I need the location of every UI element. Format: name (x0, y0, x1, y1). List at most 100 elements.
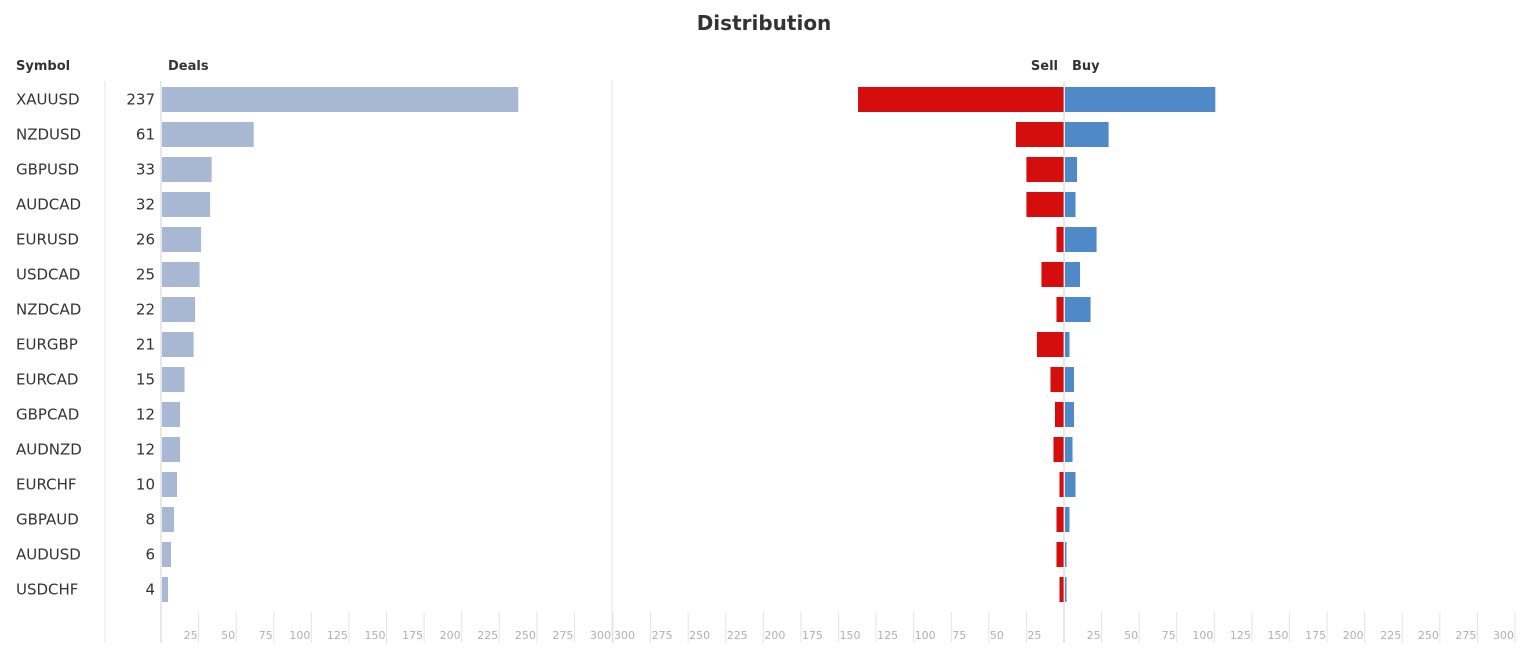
buy-bar (1065, 542, 1067, 567)
symbol-label: EURGBP (16, 336, 78, 354)
sell-tick-label: 25 (1027, 629, 1041, 642)
symbol-label: EURCHF (16, 476, 77, 494)
symbol-label: EURCAD (16, 371, 78, 389)
deals-bar (162, 192, 211, 217)
symbol-label: XAUUSD (16, 91, 80, 109)
symbol-label: AUDCAD (16, 196, 81, 214)
deals-bar (162, 122, 254, 147)
sell-bar (1054, 402, 1064, 427)
buy-bar (1065, 262, 1081, 287)
deals-bar (162, 157, 212, 182)
deals-count-label: 32 (136, 196, 155, 214)
sell-bar (1053, 437, 1064, 462)
sell-tick-label: 50 (990, 629, 1004, 642)
buy-tick-label: 100 (1192, 629, 1213, 642)
sell-bar (1026, 192, 1064, 217)
sell-bar (1056, 507, 1064, 532)
sell-tick-label: 275 (652, 629, 673, 642)
deals-tick-label: 100 (289, 629, 310, 642)
deals-bar (162, 472, 178, 497)
deals-tick-label: 300 (590, 629, 611, 642)
sell-bar (1056, 542, 1064, 567)
deals-tick-label: 175 (402, 629, 423, 642)
deals-bar (162, 507, 175, 532)
deals-count-label: 26 (136, 231, 155, 249)
deals-tick-label: 25 (184, 629, 198, 642)
sell-tick-label: 125 (877, 629, 898, 642)
deals-tick-label: 75 (259, 629, 273, 642)
buy-bar (1065, 297, 1091, 322)
buy-bar (1065, 227, 1097, 252)
sell-bar (1015, 122, 1064, 147)
symbol-label: AUDUSD (16, 546, 81, 564)
buy-bar (1065, 157, 1078, 182)
deals-count-label: 21 (136, 336, 155, 354)
symbol-label: EURUSD (16, 231, 79, 249)
deals-bar (162, 262, 200, 287)
symbol-label: USDCAD (16, 266, 80, 284)
ticks-layer: 25 50 75 100 125 150 175 200 225 250 275 300 25 50 75 1… (184, 81, 1514, 643)
buy-tick-label: 75 (1162, 629, 1176, 642)
deals-count-label: 61 (136, 126, 155, 144)
buy-tick-label: 25 (1087, 629, 1101, 642)
sell-tick-label: 175 (802, 629, 823, 642)
sell-bar (858, 87, 1064, 112)
deals-bar (162, 87, 519, 112)
buy-tick-label: 200 (1343, 629, 1364, 642)
deals-tick-label: 150 (365, 629, 386, 642)
sell-tick-label: 225 (727, 629, 748, 642)
buy-tick-label: 175 (1305, 629, 1326, 642)
buy-bar (1065, 87, 1216, 112)
buy-header: Buy (1072, 59, 1100, 74)
buy-bar (1065, 122, 1109, 147)
deals-tick-label: 125 (327, 629, 348, 642)
buy-tick-label: 275 (1455, 629, 1476, 642)
deals-count-label: 22 (136, 301, 155, 319)
bars-layer (162, 87, 1216, 602)
sell-tick-label: 100 (915, 629, 936, 642)
sell-bar (1050, 367, 1064, 392)
buy-bar (1065, 472, 1076, 497)
symbol-label: USDCHF (16, 581, 78, 599)
sell-tick-label: 300 (614, 629, 635, 642)
deals-tick-label: 200 (440, 629, 461, 642)
deals-bar (162, 402, 181, 427)
sell-bar (1026, 157, 1064, 182)
deals-count-label: 4 (145, 581, 155, 599)
sell-bar (1041, 262, 1064, 287)
sell-bar (1059, 472, 1064, 497)
deals-bar (162, 437, 181, 462)
deals-count-label: 10 (136, 476, 155, 494)
chart-title: Distribution (697, 11, 832, 35)
sell-tick-label: 75 (952, 629, 966, 642)
deals-count-label: 237 (126, 91, 155, 109)
buy-tick-label: 250 (1418, 629, 1439, 642)
sell-tick-label: 250 (689, 629, 710, 642)
symbol-label: NZDCAD (16, 301, 81, 319)
deals-tick-label: 225 (477, 629, 498, 642)
sell-bar (1036, 332, 1064, 357)
buy-tick-label: 300 (1493, 629, 1514, 642)
buy-bar (1065, 577, 1067, 602)
sell-bar (1056, 297, 1064, 322)
deals-count-label: 12 (136, 406, 155, 424)
buy-bar (1065, 437, 1073, 462)
deals-bar (162, 227, 202, 252)
deals-tick-label: 50 (221, 629, 235, 642)
deals-count-label: 25 (136, 266, 155, 284)
buy-bar (1065, 402, 1075, 427)
symbol-label: NZDUSD (16, 126, 81, 144)
deals-header: Deals (168, 59, 209, 74)
buy-tick-label: 150 (1268, 629, 1289, 642)
deals-tick-label: 275 (552, 629, 573, 642)
deals-bar (162, 367, 185, 392)
buy-tick-label: 125 (1230, 629, 1251, 642)
sell-tick-label: 200 (764, 629, 785, 642)
sell-bar (1056, 227, 1064, 252)
buy-bar (1065, 192, 1076, 217)
symbol-label: GBPUSD (16, 161, 79, 179)
deals-count-label: 33 (136, 161, 155, 179)
deals-bar (162, 332, 194, 357)
symbol-label: AUDNZD (16, 441, 82, 459)
